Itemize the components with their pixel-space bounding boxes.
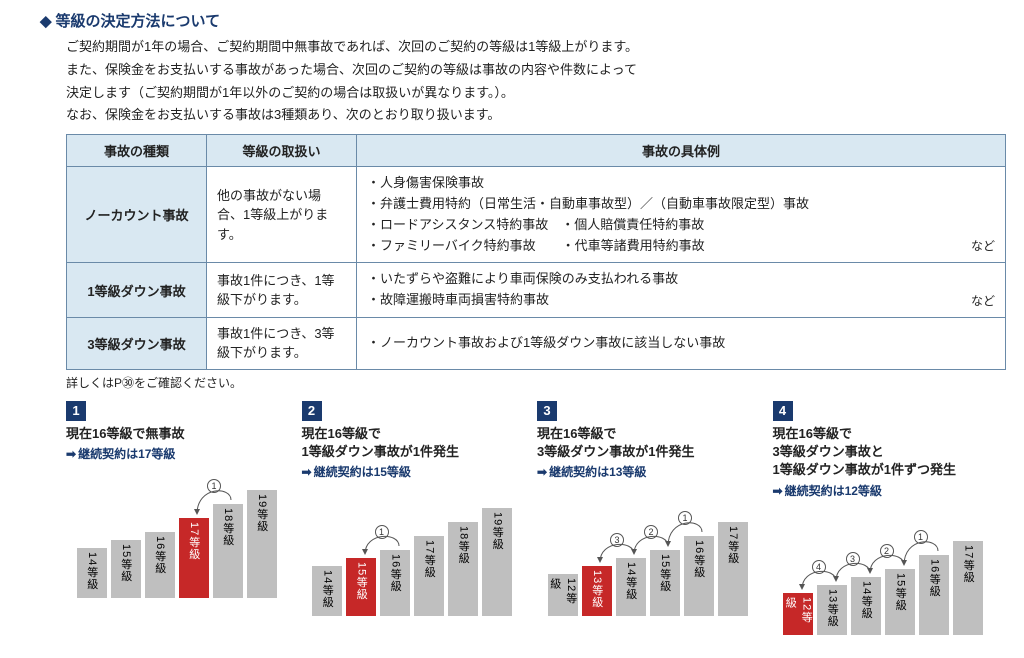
step-circle: 4 (812, 560, 826, 574)
step-circle: 1 (375, 525, 389, 539)
bar: 17等級 (718, 522, 748, 616)
bar-label: 14等級 (84, 548, 100, 590)
bar-label: 14等級 (623, 558, 639, 600)
th-handling: 等級の取扱い (207, 135, 357, 167)
row-handling: 他の事故がない場合、1等級上がります。 (207, 167, 357, 263)
bar-label: 19等級 (489, 508, 505, 550)
bar: 18等級 (213, 504, 243, 598)
bar-label: 19等級 (254, 490, 270, 532)
bar: 16等級 (684, 536, 714, 616)
panel-number: 4 (773, 401, 793, 421)
bar: 14等級 (851, 577, 881, 635)
bar: 14等級 (616, 558, 646, 616)
bar-label: 15等級 (657, 550, 673, 592)
bar: 19等級 (482, 508, 512, 616)
bar-label: 12等級 (782, 593, 814, 635)
bar-label: 15等級 (118, 540, 134, 582)
panel-subtitle: 継続契約は12等級 (773, 482, 995, 499)
grade-table: 事故の種類 等級の取扱い 事故の具体例 ノーカウント事故 他の事故がない場合、1… (66, 134, 1006, 370)
bar: 13等級 (817, 585, 847, 635)
bar: 13等級 (582, 566, 612, 616)
panel-subtitle: 継続契約は17等級 (66, 445, 288, 462)
bar: 17等級 (179, 518, 209, 598)
section-title: 等級の決定方法について (40, 10, 994, 31)
panel-number: 1 (66, 401, 86, 421)
bars-group: 14等級 15等級 16等級 17等級 18等級 19等級 (302, 508, 524, 616)
bar-label: 15等級 (353, 558, 369, 600)
panel-subtitle: 継続契約は15等級 (302, 463, 524, 480)
panel-title-text: 現在16等級で 3等級ダウン事故が1件発生 (537, 425, 759, 461)
panels-row: 1 現在16等級で無事故継続契約は17等級 14等級 15等級 16等級 17等級 18等級… (66, 401, 994, 635)
intro-line: また、保険金をお支払いする事故があった場合、次回のご契約の等級は事故の内容や件数… (66, 60, 994, 81)
panel-subtitle: 継続契約は13等級 (537, 463, 759, 480)
panel-title-text: 現在16等級で無事故 (66, 425, 288, 443)
bar-label: 13等級 (589, 566, 605, 608)
bar: 17等級 (414, 536, 444, 616)
bar: 18等級 (448, 522, 478, 616)
panel-title-text: 現在16等級で 1等級ダウン事故が1件発生 (302, 425, 524, 461)
panel-number: 3 (537, 401, 557, 421)
panel-chart: 12等級 13等級 14等級 15等級 16等級 17等級 4 3 2 1 (773, 505, 995, 635)
intro-line: ご契約期間が1年の場合、ご契約期間中無事故であれば、次回のご契約の等級は1等級上… (66, 37, 994, 58)
bar-label: 17等級 (421, 536, 437, 578)
intro-line: 決定します（ご契約期間が1年以外のご契約の場合は取扱いが異なります。）。 (66, 83, 994, 104)
bar: 17等級 (953, 541, 983, 635)
step-circle: 3 (846, 552, 860, 566)
panel-title-text: 現在16等級で 3等級ダウン事故と 1等級ダウン事故が1件ずつ発生 (773, 425, 995, 480)
panel: 4 現在16等級で 3等級ダウン事故と 1等級ダウン事故が1件ずつ発生継続契約は1… (773, 401, 995, 635)
bar: 12等級 (548, 574, 578, 616)
bar: 16等級 (380, 550, 410, 616)
bar: 16等級 (145, 532, 175, 598)
th-examples: 事故の具体例 (357, 135, 1006, 167)
row-examples: ・いたずらや盗難により車両保険のみ支払われる事故 ・故障運搬時車両損害特約事故な… (357, 263, 1006, 318)
bar-label: 12等級 (547, 574, 579, 616)
bar-label: 18等級 (220, 504, 236, 546)
panel-chart: 14等級 15等級 16等級 17等級 18等級 19等級 1 (302, 486, 524, 616)
bar-label: 15等級 (892, 569, 908, 611)
bar-label: 17等級 (960, 541, 976, 583)
bar: 15等級 (650, 550, 680, 616)
step-circle: 1 (914, 530, 928, 544)
bar-label: 16等級 (152, 532, 168, 574)
row-type: 1等級ダウン事故 (67, 263, 207, 318)
row-type: 3等級ダウン事故 (67, 317, 207, 369)
intro-block: ご契約期間が1年の場合、ご契約期間中無事故であれば、次回のご契約の等級は1等級上… (40, 37, 994, 126)
bar-label: 16等級 (691, 536, 707, 578)
bar-label: 14等級 (858, 577, 874, 619)
bar: 14等級 (312, 566, 342, 616)
row-handling: 事故1件につき、1等級下がります。 (207, 263, 357, 318)
panel: 2現在16等級で 1等級ダウン事故が1件発生継続契約は15等級14等級15等級1… (302, 401, 524, 635)
row-examples: ・ノーカウント事故および1等級ダウン事故に該当しない事故 (357, 317, 1006, 369)
panel: 3 現在16等級で 3等級ダウン事故が1件発生継続契約は13等級 12等級 13等級 1… (537, 401, 759, 635)
panel-number: 2 (302, 401, 322, 421)
bar-label: 17等級 (186, 518, 202, 560)
panel-chart: 12等級13等級14等級15等級16等級17等級321 (537, 486, 759, 616)
bar: 15等級 (111, 540, 141, 598)
bars-group: 14等級 15等級 16等級 17等級 18等級 19等級 (66, 490, 288, 598)
bar: 16等級 (919, 555, 949, 635)
bar: 15等級 (885, 569, 915, 635)
panel-chart: 14等級15等級16等級17等級18等級19等級1 (66, 468, 288, 598)
bar-label: 14等級 (319, 566, 335, 608)
bar-label: 16等級 (926, 555, 942, 597)
intro-line: なお、保険金をお支払いする事故は3種類あり、次のとおり取り扱います。 (66, 105, 994, 126)
bar: 15等級 (346, 558, 376, 616)
bar-label: 13等級 (824, 585, 840, 627)
panel: 1 現在16等級で無事故継続契約は17等級 14等級 15等級 16等級 17等級 18等級… (66, 401, 288, 635)
row-handling: 事故1件につき、3等級下がります。 (207, 317, 357, 369)
bar-label: 18等級 (455, 522, 471, 564)
bar: 19等級 (247, 490, 277, 598)
row-type: ノーカウント事故 (67, 167, 207, 263)
bar: 14等級 (77, 548, 107, 598)
bar-label: 16等級 (387, 550, 403, 592)
step-circle: 2 (880, 544, 894, 558)
row-examples: ・人身傷害保険事故 ・弁護士費用特約（日常生活・自動車事故型）／（自動車事故限定… (357, 167, 1006, 263)
bar-label: 17等級 (725, 522, 741, 564)
bar: 12等級 (783, 593, 813, 635)
footnote: 詳しくはP㉚をご確認ください。 (66, 374, 994, 391)
th-type: 事故の種類 (67, 135, 207, 167)
